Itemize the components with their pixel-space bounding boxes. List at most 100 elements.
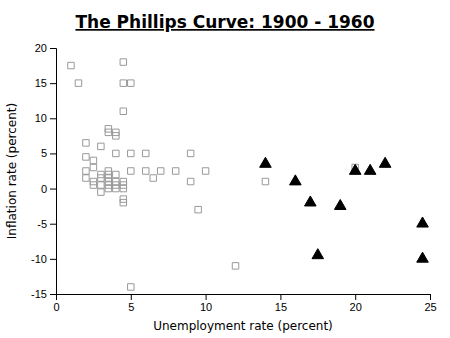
- x-axis-tick: 5: [128, 294, 134, 313]
- x-axis-tick-label: 25: [424, 301, 436, 313]
- point: [349, 164, 361, 174]
- point: [379, 157, 391, 167]
- x-axis: 0 5 10 15 20 25: [53, 294, 436, 313]
- point: [98, 189, 104, 195]
- point: [305, 196, 317, 206]
- y-axis-tick: 5: [41, 147, 56, 159]
- point: [68, 62, 74, 68]
- y-axis-tick-mark: [50, 118, 56, 119]
- point: [105, 185, 111, 191]
- x-axis-tick: 20: [350, 294, 362, 313]
- point: [143, 150, 149, 156]
- x-axis-tick-mark: [206, 294, 207, 300]
- points: [68, 59, 429, 290]
- point: [113, 150, 119, 156]
- point: [195, 206, 201, 212]
- point: [98, 182, 104, 188]
- y-axis-tick-label: -15: [31, 288, 47, 300]
- point: [187, 150, 193, 156]
- point: [417, 252, 429, 262]
- x-axis-tick-label: 20: [350, 301, 362, 313]
- title: The Phillips Curve: 1900 - 1960: [75, 12, 374, 32]
- y-axis-tick: 10: [35, 112, 56, 124]
- point: [128, 168, 134, 174]
- point: [83, 154, 89, 160]
- y-axis-tick: -10: [31, 253, 56, 265]
- x-axis-line: [57, 295, 431, 301]
- x-axis-tick-mark: [280, 294, 281, 300]
- x-axis-tick-mark: [430, 294, 431, 300]
- point: [120, 199, 126, 205]
- x-axis-tick: 0: [53, 294, 59, 313]
- y-axis-tick-mark: [50, 83, 56, 84]
- point: [75, 80, 81, 86]
- point: [417, 217, 429, 227]
- y-axis-tick-label: -10: [31, 253, 47, 265]
- point: [105, 129, 111, 135]
- point: [128, 80, 134, 86]
- point: [128, 150, 134, 156]
- point: [90, 182, 96, 188]
- point: [364, 164, 376, 174]
- y-axis-tick-label: 20: [35, 42, 47, 54]
- point: [172, 168, 178, 174]
- series: [68, 59, 359, 290]
- point: [83, 168, 89, 174]
- point: [143, 168, 149, 174]
- x-axis-tick: 15: [275, 294, 287, 313]
- point: [157, 168, 163, 174]
- y-axis-tick: -5: [37, 218, 56, 230]
- point: [120, 108, 126, 114]
- y-axis-tick-label: -5: [37, 218, 47, 230]
- chart: The Phillips Curve: 1900 - 1960 0 5 10 15 20 2…: [0, 0, 450, 338]
- point: [312, 249, 324, 259]
- point: [120, 80, 126, 86]
- x-axis-tick: 10: [200, 294, 212, 313]
- point: [113, 133, 119, 139]
- y-axis-tick-mark: [50, 224, 56, 225]
- point: [187, 178, 193, 184]
- point: [232, 263, 238, 269]
- x-axis-tick-mark: [131, 294, 132, 300]
- point: [90, 164, 96, 170]
- point: [334, 199, 346, 209]
- x-axis-tick-label: 5: [128, 301, 134, 313]
- point: [120, 185, 126, 191]
- y-axis-tick-mark: [50, 189, 56, 190]
- point: [98, 143, 104, 149]
- y-axis-title: Inflation rate (percent): [5, 103, 19, 239]
- y-axis-tick: 20: [35, 42, 56, 54]
- point: [150, 175, 156, 181]
- point: [113, 171, 119, 177]
- x-axis-tick-mark: [355, 294, 356, 300]
- y-axis-tick-label: 0: [41, 183, 47, 195]
- x-axis-tick-label: 15: [275, 301, 287, 313]
- y-axis-line: [50, 49, 57, 295]
- point: [83, 140, 89, 146]
- x-axis-tick: 25: [424, 294, 436, 313]
- point: [98, 175, 104, 181]
- x-axis-tick-label: 10: [200, 301, 212, 313]
- point: [83, 175, 89, 181]
- point: [260, 157, 272, 167]
- point: [90, 157, 96, 163]
- y-axis-tick-mark: [50, 153, 56, 154]
- y-axis-tick-mark: [50, 48, 56, 49]
- y-axis-tick-mark: [50, 294, 56, 295]
- y-axis: -15 -10 -5 0 5 10 15 20: [31, 42, 56, 300]
- point: [262, 178, 268, 184]
- point: [290, 175, 302, 185]
- y-axis-tick-label: 10: [35, 112, 47, 124]
- y-axis-tick-label: 15: [35, 77, 47, 89]
- point: [128, 284, 134, 290]
- y-axis-tick: 0: [41, 183, 56, 195]
- point: [113, 185, 119, 191]
- point: [120, 59, 126, 65]
- x-axis-title: Unemployment rate (percent): [153, 319, 333, 333]
- point: [202, 168, 208, 174]
- y-axis-tick-label: 5: [41, 147, 47, 159]
- plot: 0 5 10 15 20 25 -15 -10 -5 0 5 10 15 20: [31, 42, 437, 313]
- x-axis-tick-label: 0: [53, 301, 59, 313]
- y-axis-tick: 15: [35, 77, 56, 89]
- y-axis-tick: -15: [31, 288, 56, 300]
